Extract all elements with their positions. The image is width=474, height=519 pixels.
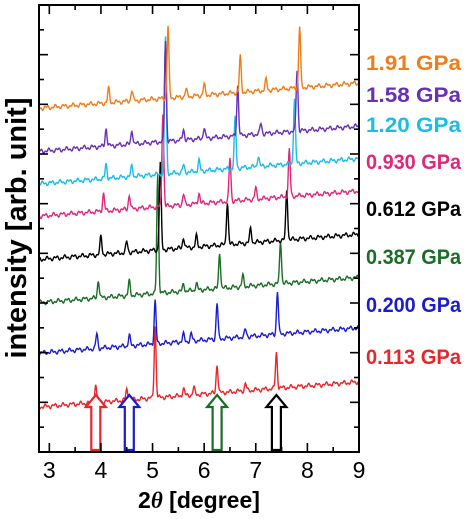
peak-arrow-1 [83,393,109,452]
series-line-0-930-gpa [38,114,360,220]
x-tick-label: 8 [301,457,314,483]
y-axis-label: intensity [arb. unit] [1,98,33,359]
series-line-0-612-gpa [38,161,360,262]
series-line-1-91-gpa [38,25,360,112]
x-tick-label: 6 [198,457,211,483]
legend-label-0-113-gpa: 0.113 GPa [366,346,461,369]
legend-label-1-58-gpa: 1.58 GPa [366,84,461,107]
legend-label-1-20-gpa: 1.20 GPa [366,114,461,137]
x-axis-label: 2θ [degree] [138,487,260,513]
curves-layer [38,25,360,410]
legend-label-0-612-gpa: 0.612 GPa [366,198,461,221]
series-line-1-58-gpa [38,41,360,155]
x-tick-label: 4 [95,457,108,483]
x-axis-label-prefix: 2 [138,487,151,513]
x-tick-label: 7 [249,457,262,483]
legend-label-1-91-gpa: 1.91 GPa [366,52,461,75]
peak-arrow-4 [264,393,289,452]
legend-layer: 0.113 GPa 0.200 GPa 0.387 GPa 0.612 GPa 0.93… [366,52,461,369]
x-axis-label-suffix: [degree] [163,487,260,513]
x-axis-label-symbol: θ [151,488,163,513]
x-tick-labels: 3 4 5 6 7 8 9 [43,457,365,483]
legend-label-0-387-gpa: 0.387 GPa [366,246,461,269]
plot-frame [38,4,360,453]
legend-label-0-930-gpa: 0.930 GPa [366,151,461,174]
arrows-layer [83,393,289,452]
x-tick-label: 9 [353,457,366,483]
x-tick-label: 5 [146,457,159,483]
x-tick-label: 3 [43,457,56,483]
series-line-0-113-gpa [38,326,360,410]
series-line-1-20-gpa [38,36,360,187]
legend-label-0-200-gpa: 0.200 GPa [366,294,461,317]
peak-arrow-2 [116,393,142,452]
series-line-0-387-gpa [38,174,360,306]
ticks-layer [39,5,359,452]
series-line-0-200-gpa [38,292,360,357]
peak-arrow-3 [204,393,230,452]
